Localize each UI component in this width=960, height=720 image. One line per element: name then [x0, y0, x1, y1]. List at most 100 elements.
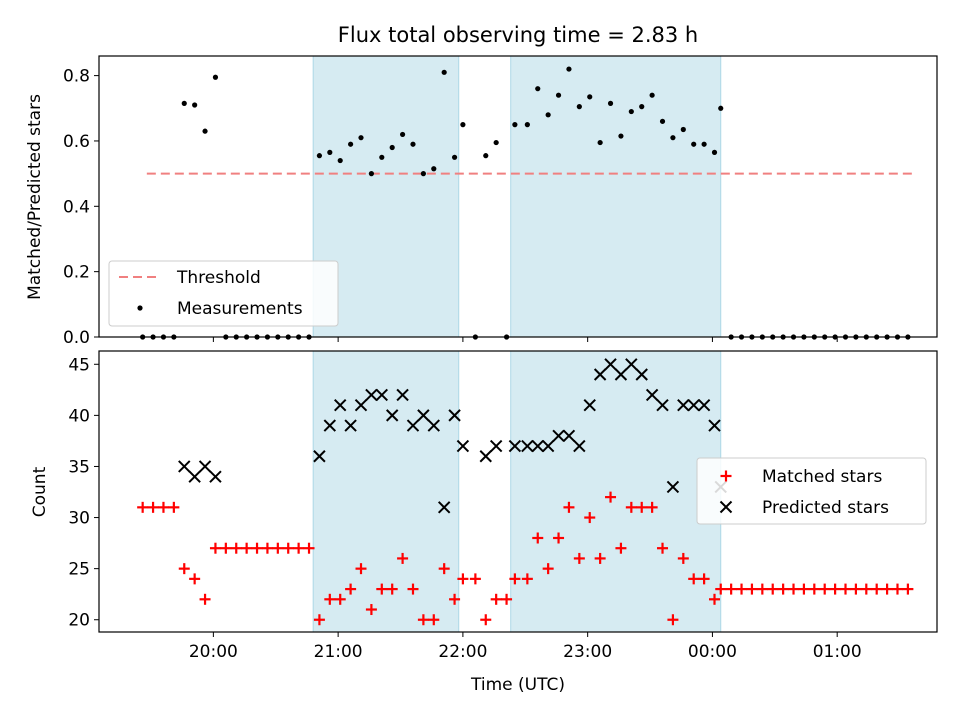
- bottom-y-tick-label: 20: [68, 611, 90, 631]
- matched-star-point: [147, 501, 159, 513]
- matched-star-point: [457, 573, 469, 585]
- matched-star-point: [777, 583, 789, 595]
- matched-star-point: [220, 542, 232, 554]
- top-y-tick-label: 0.0: [63, 328, 90, 348]
- predicted-star-point: [697, 398, 711, 412]
- matched-star-point: [573, 552, 585, 564]
- matched-star-point: [688, 573, 700, 585]
- chart-title: Flux total observing time = 2.83 h: [338, 23, 698, 47]
- matched-star-point: [636, 501, 648, 513]
- measurement-point: [431, 166, 437, 172]
- measurement-point: [202, 128, 208, 134]
- legend-predicted-swatch: [719, 500, 733, 514]
- top-legend-box: [108, 260, 339, 327]
- matched-star-point: [891, 583, 903, 595]
- x-tick-label: 22:00: [438, 642, 487, 662]
- matched-star-point: [178, 563, 190, 575]
- matched-star-point: [725, 583, 737, 595]
- predicted-star-point: [456, 439, 470, 453]
- bottom-y-tick-label: 30: [68, 509, 90, 529]
- matched-star-point: [355, 563, 367, 575]
- predicted-star-point: [614, 368, 628, 381]
- predicted-star-point: [508, 439, 522, 453]
- measurement-point: [524, 122, 530, 128]
- predicted-star-point: [625, 358, 638, 371]
- top-y-tick-label: 0.2: [63, 263, 90, 283]
- measurement-point: [680, 126, 686, 133]
- predicted-star-point: [344, 419, 357, 432]
- measurement-point: [512, 122, 518, 128]
- matched-star-point: [241, 542, 253, 554]
- matched-star-point: [709, 593, 721, 605]
- matched-star-point: [871, 583, 883, 595]
- predicted-star-point: [323, 419, 337, 432]
- measurement-point: [566, 66, 572, 72]
- measurement-point: [628, 108, 634, 115]
- matched-star-point: [438, 563, 450, 575]
- matched-star-point: [563, 501, 575, 513]
- predicted-star-point: [385, 409, 399, 422]
- bottom-observing-span: [510, 350, 722, 633]
- measurement-point: [327, 149, 333, 155]
- bottom-y-tick-label: 25: [68, 560, 90, 580]
- top-axes-frame: [98, 55, 938, 338]
- matched-star-point: [715, 583, 727, 595]
- predicted-star-point: [708, 419, 721, 432]
- matched-star-point: [840, 583, 852, 595]
- predicted-stars-points: [178, 358, 727, 514]
- matched-star-point: [199, 593, 211, 605]
- measurement-point: [212, 74, 219, 80]
- predicted-star-point: [406, 419, 420, 432]
- measurement-point: [389, 144, 395, 151]
- matched-star-point: [365, 604, 377, 616]
- matched-star-point: [615, 542, 627, 554]
- predicted-star-point: [531, 439, 544, 453]
- bottom-panel: 20 25 30 35 40 45 20:00 21:00 22:00 23:00 00:00 01…: [30, 350, 938, 695]
- top-observing-span: [510, 55, 722, 338]
- matched-star-point: [261, 542, 273, 554]
- measurement-point: [337, 157, 343, 164]
- legend-matched-marker: [720, 470, 732, 482]
- measurement-point: [316, 153, 323, 159]
- bottom-legend-box: [696, 457, 927, 525]
- measurement-point: [639, 104, 645, 110]
- top-y-tick-label: 0.8: [63, 67, 90, 87]
- matched-star-point: [542, 563, 554, 575]
- x-axis-label: Time (UTC): [470, 675, 565, 695]
- matched-star-point: [490, 593, 502, 605]
- predicted-star-point: [396, 388, 409, 402]
- matched-star-point: [736, 583, 748, 595]
- matched-star-point: [189, 573, 201, 585]
- measurement-point: [348, 141, 354, 147]
- measurement-point: [576, 104, 582, 110]
- legend-predicted-marker: [719, 500, 733, 514]
- predicted-star-point: [334, 398, 347, 412]
- matched-star-point: [303, 542, 315, 554]
- predicted-star-point: [427, 419, 440, 432]
- top-x-ticks: [212, 337, 838, 342]
- matched-star-point: [667, 614, 679, 626]
- measurement-point: [410, 141, 416, 147]
- matched-star-point: [677, 552, 689, 564]
- predicted-star-point: [635, 368, 648, 381]
- bottom-legend: Matched stars Predicted stars: [696, 457, 927, 525]
- top-y-axis: 0.0 0.2 0.4 0.6 0.8: [63, 67, 99, 348]
- matched-star-point: [698, 573, 710, 585]
- matched-star-point: [646, 501, 658, 513]
- matched-star-point: [788, 583, 800, 595]
- matched-star-point: [798, 583, 810, 595]
- matched-star-point: [584, 512, 596, 524]
- measurement-point: [718, 105, 724, 111]
- matched-star-point: [829, 583, 841, 595]
- top-y-axis-label: Matched/Predicted stars: [25, 94, 45, 300]
- predicted-star-point: [552, 429, 565, 443]
- measurement-point: [483, 153, 489, 159]
- predicted-star-point: [198, 460, 212, 473]
- matched-star-point: [376, 583, 388, 595]
- predicted-star-point: [666, 480, 680, 494]
- top-y-tick-label: 0.4: [63, 197, 90, 217]
- matched-star-point: [480, 614, 492, 626]
- top-legend: Threshold Measurements: [108, 260, 339, 327]
- predicted-star-point: [354, 398, 368, 412]
